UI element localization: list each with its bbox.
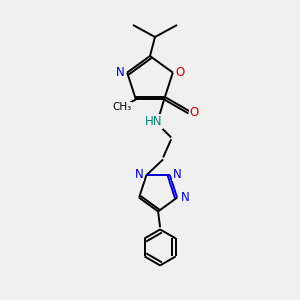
Text: CH₃: CH₃ xyxy=(112,102,131,112)
Text: N: N xyxy=(181,191,190,204)
Text: N: N xyxy=(135,168,143,181)
Text: N: N xyxy=(116,66,124,79)
Text: O: O xyxy=(176,66,185,79)
Text: N: N xyxy=(173,168,182,181)
Text: HN: HN xyxy=(146,115,163,128)
Text: O: O xyxy=(190,106,199,119)
